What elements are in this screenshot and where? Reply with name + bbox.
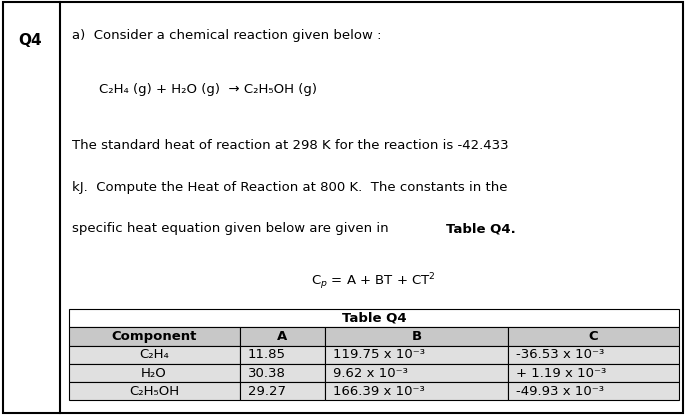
Bar [508,382,679,400]
Text: C: C [589,330,598,343]
Bar [239,382,325,400]
Bar [508,327,679,346]
Text: -36.53 x 10⁻³: -36.53 x 10⁻³ [517,348,604,361]
Bar [325,346,508,364]
Text: C₂H₅OH: C₂H₅OH [129,385,179,398]
Text: + 1.19 x 10⁻³: + 1.19 x 10⁻³ [517,366,606,380]
Bar [239,327,325,346]
Bar [325,364,508,382]
Bar [239,364,325,382]
Text: 119.75 x 10⁻³: 119.75 x 10⁻³ [333,348,425,361]
Bar [69,327,239,346]
Bar [325,327,508,346]
Text: 30.38: 30.38 [248,366,285,380]
Text: 29.27: 29.27 [248,385,286,398]
Bar [508,346,679,364]
Text: C$_p$ = A + BT + CT$^2$: C$_p$ = A + BT + CT$^2$ [311,272,436,293]
Bar [69,364,239,382]
Text: The standard heat of reaction at 298 K for the reaction is -42.433: The standard heat of reaction at 298 K f… [72,139,508,152]
Text: 11.85: 11.85 [248,348,286,361]
Bar [239,346,325,364]
Bar [69,309,679,327]
Text: Component: Component [111,330,197,343]
Text: Q4: Q4 [19,33,42,48]
Text: a)  Consider a chemical reaction given below :: a) Consider a chemical reaction given be… [72,29,381,42]
Bar [508,364,679,382]
Text: H₂O: H₂O [141,366,167,380]
Text: Table Q4.: Table Q4. [446,222,516,235]
Bar [325,382,508,400]
Text: 166.39 x 10⁻³: 166.39 x 10⁻³ [333,385,425,398]
Text: -49.93 x 10⁻³: -49.93 x 10⁻³ [517,385,604,398]
Text: A: A [277,330,287,343]
Bar [69,346,239,364]
Bar [69,382,239,400]
Text: specific heat equation given below are given in: specific heat equation given below are g… [72,222,393,235]
Text: Table Q4: Table Q4 [342,312,406,325]
Text: kJ.  Compute the Heat of Reaction at 800 K.  The constants in the: kJ. Compute the Heat of Reaction at 800 … [72,181,508,193]
Text: C₂H₄: C₂H₄ [139,348,169,361]
Text: B: B [412,330,422,343]
Text: 9.62 x 10⁻³: 9.62 x 10⁻³ [333,366,408,380]
Text: C₂H₄ (g) + H₂O (g)  → C₂H₅OH (g): C₂H₄ (g) + H₂O (g) → C₂H₅OH (g) [99,83,318,96]
